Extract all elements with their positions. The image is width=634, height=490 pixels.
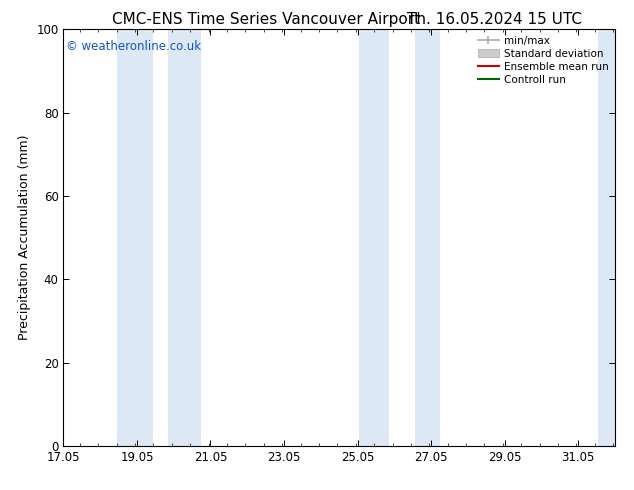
Y-axis label: Precipitation Accumulation (mm): Precipitation Accumulation (mm) xyxy=(18,135,30,341)
Bar xyxy=(117,29,153,446)
Legend: min/max, Standard deviation, Ensemble mean run, Controll run: min/max, Standard deviation, Ensemble me… xyxy=(474,31,613,89)
Text: © weatheronline.co.uk: © weatheronline.co.uk xyxy=(66,40,201,53)
Text: Th. 16.05.2024 15 UTC: Th. 16.05.2024 15 UTC xyxy=(407,12,582,27)
Bar xyxy=(168,29,202,446)
Text: CMC-ENS Time Series Vancouver Airport: CMC-ENS Time Series Vancouver Airport xyxy=(112,12,420,27)
Bar xyxy=(598,29,621,446)
Bar xyxy=(359,29,389,446)
Bar xyxy=(415,29,441,446)
